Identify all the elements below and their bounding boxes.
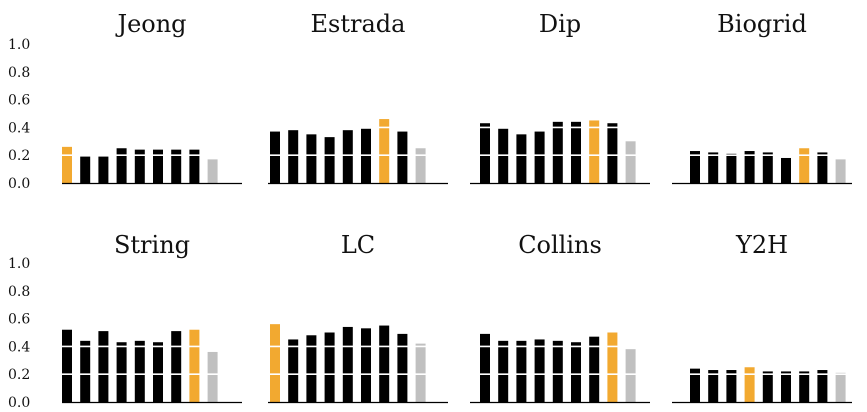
y-tick-label: 1.0 bbox=[8, 256, 30, 272]
bar bbox=[552, 121, 563, 183]
bar bbox=[835, 372, 846, 402]
panel-title: LC bbox=[341, 231, 375, 259]
bar bbox=[781, 157, 791, 183]
y-tick-label: 0.4 bbox=[8, 339, 30, 355]
bar bbox=[80, 340, 91, 402]
bar bbox=[516, 340, 527, 402]
bar bbox=[379, 325, 390, 402]
bar bbox=[571, 342, 581, 402]
bar bbox=[817, 370, 828, 402]
bar bbox=[534, 131, 545, 183]
chart-panel-estrada: Estrada bbox=[266, 10, 448, 185]
panel-title: Jeong bbox=[114, 10, 186, 38]
bar bbox=[625, 349, 636, 402]
bar bbox=[762, 152, 773, 183]
bar bbox=[288, 130, 299, 183]
bar bbox=[726, 370, 737, 402]
bar bbox=[708, 370, 719, 402]
chart-panel-string: String 0.0 0.2 0.4 0.6 0.8 1.0 bbox=[8, 231, 242, 411]
bar bbox=[835, 159, 846, 183]
bar bbox=[498, 340, 509, 402]
chart-panel-dip: Dip bbox=[470, 10, 650, 185]
panel-title: Biogrid bbox=[717, 10, 807, 38]
bar bbox=[134, 340, 145, 402]
bar bbox=[288, 339, 299, 402]
bar bbox=[480, 333, 490, 402]
bar bbox=[189, 329, 200, 402]
bar bbox=[189, 149, 200, 183]
y-tick-label: 0.2 bbox=[8, 148, 30, 164]
bar bbox=[625, 141, 636, 183]
bar bbox=[607, 123, 618, 183]
y-tick-label: 0.6 bbox=[8, 93, 30, 109]
bar bbox=[171, 149, 182, 183]
bar bbox=[116, 148, 127, 183]
panel-title: Dip bbox=[539, 10, 581, 38]
panel-title: Y2H bbox=[735, 231, 788, 259]
chart-panel-jeong: Jeong 0.0 0.2 0.4 0.6 0.8 1.0 bbox=[8, 10, 242, 192]
bar bbox=[270, 324, 280, 402]
bar bbox=[690, 368, 700, 402]
y-tick-label: 0.0 bbox=[8, 176, 30, 192]
bar bbox=[324, 137, 335, 183]
bar bbox=[744, 151, 755, 183]
y-tick-label: 0.6 bbox=[8, 312, 30, 328]
bar bbox=[361, 328, 371, 402]
y-tick-label: 0.0 bbox=[8, 395, 30, 411]
bar bbox=[379, 119, 390, 183]
y-tick-label: 1.0 bbox=[8, 37, 30, 53]
bar bbox=[415, 343, 426, 402]
bar bbox=[116, 342, 127, 402]
bar bbox=[552, 340, 563, 402]
bar bbox=[480, 123, 490, 183]
bar bbox=[415, 148, 426, 183]
panel-title: Estrada bbox=[311, 10, 406, 38]
bar bbox=[98, 156, 109, 183]
y-tick-label: 0.2 bbox=[8, 367, 30, 383]
panel-title: String bbox=[114, 231, 190, 259]
chart-panel-y2h: Y2H bbox=[672, 231, 854, 404]
bar bbox=[589, 120, 600, 183]
bar bbox=[534, 339, 545, 402]
bar bbox=[153, 342, 163, 402]
bar bbox=[171, 331, 182, 402]
bar bbox=[690, 151, 700, 183]
bar bbox=[799, 148, 810, 183]
bar bbox=[207, 159, 218, 183]
bar bbox=[726, 153, 737, 183]
bar bbox=[799, 371, 810, 402]
panel-title: Collins bbox=[518, 231, 602, 259]
bar bbox=[817, 152, 828, 183]
bar bbox=[589, 336, 600, 402]
bar bbox=[516, 134, 527, 183]
bar bbox=[270, 131, 280, 183]
bar bbox=[134, 149, 145, 183]
bar bbox=[98, 331, 109, 402]
bar bbox=[397, 131, 408, 183]
y-tick-label: 0.8 bbox=[8, 65, 30, 81]
chart-panel-collins: Collins bbox=[470, 231, 650, 404]
bar bbox=[744, 367, 755, 402]
bar bbox=[781, 371, 791, 402]
bar bbox=[306, 134, 317, 183]
bar bbox=[80, 156, 91, 183]
bar bbox=[324, 332, 335, 402]
bar bbox=[306, 335, 317, 402]
bar bbox=[607, 332, 618, 402]
bar bbox=[207, 351, 218, 402]
bar bbox=[62, 329, 72, 402]
bar bbox=[397, 333, 408, 402]
y-tick-label: 0.4 bbox=[8, 120, 30, 136]
chart-panel-lc: LC bbox=[266, 231, 448, 404]
bar bbox=[708, 152, 719, 183]
bar bbox=[153, 149, 163, 183]
bar bbox=[62, 146, 72, 183]
chart-panel-biogrid: Biogrid bbox=[672, 10, 854, 185]
bar bbox=[762, 371, 773, 402]
bar bbox=[571, 121, 581, 183]
y-tick-label: 0.8 bbox=[8, 284, 30, 300]
bar bbox=[342, 326, 353, 402]
bar bbox=[342, 130, 353, 183]
